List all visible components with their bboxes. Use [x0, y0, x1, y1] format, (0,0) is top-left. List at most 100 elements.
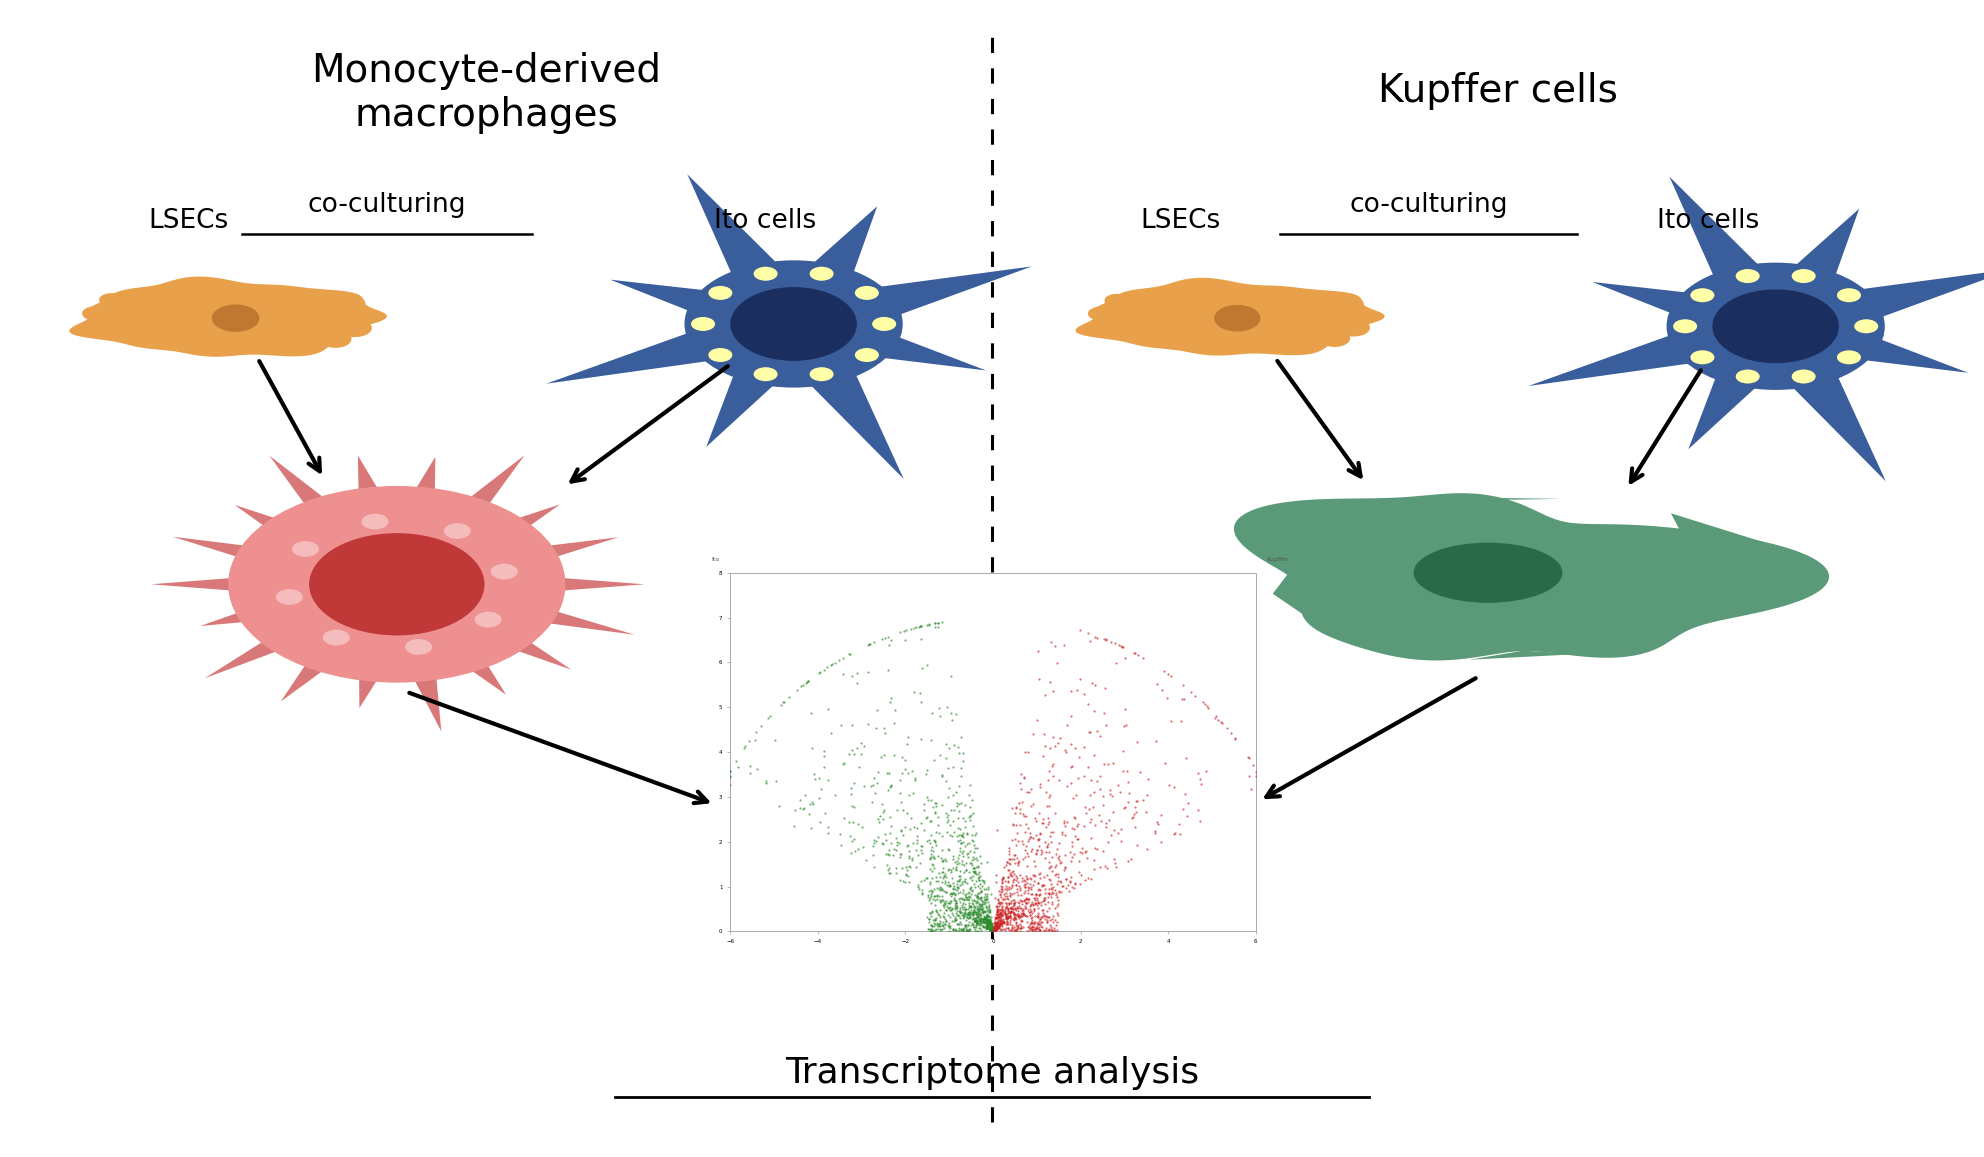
Point [952, 863, 984, 882]
Point [932, 779, 964, 797]
Point [827, 809, 859, 827]
Point [1012, 857, 1044, 876]
Point [905, 684, 936, 702]
Point [913, 891, 944, 909]
Point [1097, 803, 1129, 821]
Point [1006, 871, 1038, 890]
Point [964, 913, 996, 931]
Point [1022, 907, 1054, 926]
Point [1097, 787, 1129, 805]
Point [938, 908, 970, 927]
Point [956, 904, 988, 922]
Point [936, 899, 968, 918]
Point [1044, 883, 1075, 901]
Point [992, 913, 1024, 931]
Point [1006, 892, 1038, 911]
Point [1012, 870, 1044, 889]
Point [1010, 815, 1042, 833]
Point [915, 860, 946, 878]
Point [958, 832, 990, 850]
Point [946, 826, 978, 845]
Point [944, 870, 976, 889]
Point [1038, 823, 1069, 841]
Point [1240, 762, 1272, 781]
Point [986, 912, 1018, 930]
Point [1032, 913, 1063, 931]
Circle shape [292, 541, 319, 557]
Point [1050, 817, 1081, 835]
Point [970, 919, 1002, 937]
Point [996, 918, 1028, 936]
Point [1218, 729, 1250, 747]
Point [857, 793, 889, 811]
Point [1046, 853, 1077, 871]
Point [986, 914, 1018, 933]
Point [1016, 796, 1048, 815]
Point [980, 915, 1012, 934]
Circle shape [1855, 319, 1879, 333]
Point [1036, 862, 1067, 880]
Point [966, 894, 998, 913]
Point [1026, 918, 1057, 936]
Point [944, 826, 976, 845]
Point [1004, 919, 1036, 937]
Point [1034, 842, 1065, 861]
Point [950, 890, 982, 908]
Point [936, 786, 968, 804]
Point [944, 920, 976, 938]
Point [923, 916, 954, 935]
Point [1010, 878, 1042, 897]
Point [934, 826, 966, 845]
Point [944, 867, 976, 885]
Point [984, 900, 1016, 919]
Point [1000, 883, 1032, 901]
Point [940, 783, 972, 802]
Point [942, 915, 974, 934]
Point [984, 918, 1016, 936]
Point [980, 908, 1012, 927]
Point [964, 901, 996, 920]
Point [930, 812, 962, 831]
Point [893, 764, 925, 782]
Point [940, 899, 972, 918]
Point [1030, 686, 1061, 705]
Point [1030, 843, 1061, 862]
Point [1155, 666, 1186, 685]
Point [762, 797, 794, 816]
Point [1022, 906, 1054, 924]
Point [929, 915, 960, 934]
Point [984, 902, 1016, 921]
Point [1169, 784, 1200, 803]
Point [1002, 907, 1034, 926]
Point [921, 916, 952, 935]
Point [1040, 864, 1071, 883]
Point [1038, 728, 1069, 746]
Point [1145, 833, 1177, 852]
Point [1040, 899, 1071, 918]
Point [887, 764, 919, 782]
Point [990, 886, 1022, 905]
Point [958, 912, 990, 930]
Point [994, 855, 1026, 874]
Point [974, 921, 1006, 939]
Circle shape [323, 629, 349, 646]
Point [881, 828, 913, 847]
Point [966, 909, 998, 928]
Point [986, 913, 1018, 931]
Point [996, 921, 1028, 939]
Point [930, 915, 962, 934]
Point [1008, 768, 1040, 787]
Point [948, 890, 980, 908]
Point [998, 922, 1030, 941]
Point [1010, 806, 1042, 825]
Point [1026, 842, 1057, 861]
Point [905, 840, 936, 858]
Point [974, 902, 1006, 921]
Point [978, 919, 1010, 937]
Point [998, 905, 1030, 923]
Point [1048, 813, 1079, 832]
Point [974, 920, 1006, 938]
Point [921, 900, 952, 919]
Point [938, 921, 970, 939]
Point [996, 799, 1028, 818]
